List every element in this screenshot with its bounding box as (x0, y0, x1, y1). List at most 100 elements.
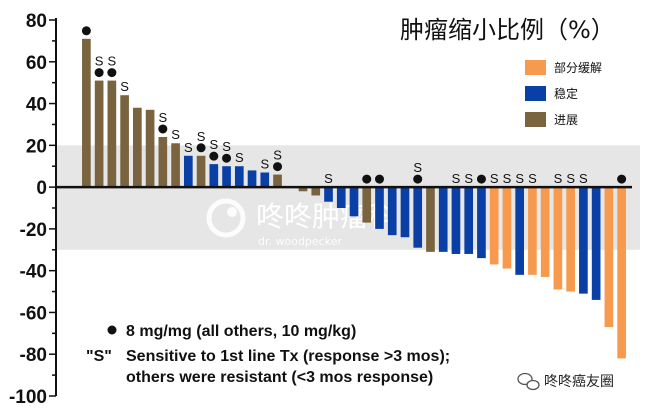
s-marker: S (452, 171, 461, 186)
note-s-line2: others were resistant (<3 mos response) (126, 369, 433, 386)
y-tick-label: 40 (26, 95, 47, 116)
bar (528, 187, 537, 275)
bar (336, 187, 346, 208)
y-tick-label: -100 (9, 387, 47, 408)
bar (234, 166, 244, 188)
s-marker: S (120, 79, 129, 94)
s-marker: S (197, 129, 206, 144)
s-marker: S (515, 171, 524, 186)
bar (107, 80, 117, 188)
bar (566, 187, 575, 292)
s-marker: S (324, 171, 333, 186)
bar (247, 170, 257, 188)
chart-title: 肿瘤缩小比例（%） (400, 16, 615, 44)
bar (349, 187, 359, 217)
reference-band (56, 145, 640, 250)
s-marker: S (222, 139, 231, 154)
dose-dot (81, 26, 91, 36)
bar (387, 187, 397, 236)
dose-dot (413, 174, 423, 184)
s-marker: S (235, 150, 244, 165)
watermark-logo-icon (206, 198, 246, 238)
s-marker: S (413, 160, 422, 175)
bar (400, 187, 410, 238)
s-marker: S (171, 127, 180, 142)
s-marker: S (273, 148, 282, 163)
bar (489, 187, 499, 265)
s-marker: S (159, 110, 168, 125)
dose-dot (374, 174, 384, 184)
reference-band-layer (56, 145, 640, 250)
bar (311, 187, 321, 196)
bar (591, 187, 601, 300)
note-s-line1: Sensitive to 1st line Tx (response >3 mo… (126, 348, 450, 365)
y-tick-label: -20 (20, 220, 47, 241)
bar (604, 187, 614, 328)
dose-dot (158, 124, 168, 134)
legend-label: 进展 (554, 113, 578, 127)
s-marker: S (554, 171, 563, 186)
bar (579, 187, 588, 294)
bar (375, 187, 384, 229)
dose-dot (209, 151, 219, 161)
dose-dot (273, 162, 283, 172)
notes: 8 mg/mg (all others, 10 mg/kg) "S" Sensi… (86, 323, 450, 386)
bar (540, 187, 550, 277)
bar (120, 95, 129, 188)
bar (324, 187, 333, 202)
legend-label: 稳定 (554, 86, 578, 101)
bar (464, 187, 474, 254)
s-marker: S (503, 171, 512, 186)
dose-dot (196, 143, 206, 153)
bar (553, 187, 563, 290)
bar (426, 187, 435, 252)
watermark: 咚咚肿瘤科 dr. woodpecker (206, 198, 396, 248)
y-tick-label: -80 (20, 345, 47, 366)
bar (222, 166, 231, 188)
note-s-key: "S" (86, 348, 112, 365)
y-tick-label: 0 (36, 178, 47, 199)
wechat-icon (517, 372, 540, 391)
s-marker: S (579, 171, 588, 186)
bar (183, 155, 193, 188)
bar (82, 38, 91, 188)
y-tick-label: 60 (26, 53, 47, 74)
bar (171, 143, 180, 188)
bar (209, 164, 219, 188)
bar (260, 172, 270, 188)
dose-dot (617, 174, 627, 184)
source-credit: 咚咚癌友圈 (517, 372, 614, 391)
bar (145, 109, 155, 188)
s-marker: S (566, 171, 575, 186)
dose-dot (94, 68, 104, 78)
y-tick-label: -60 (20, 303, 47, 324)
dose-dot (476, 174, 486, 184)
y-tick-label: -40 (20, 262, 47, 283)
y-axis: 80 60 40 20 0 -20 -40 -60 -80 -100 (9, 11, 632, 408)
dose-dot (222, 153, 232, 163)
note-dot: 8 mg/mg (all others, 10 mg/kg) (126, 323, 356, 340)
bar (133, 107, 142, 188)
bar (196, 155, 206, 188)
dose-dot (107, 68, 117, 78)
bar (273, 174, 282, 188)
legend-swatch (525, 60, 546, 75)
s-marker: S (108, 54, 117, 69)
y-tick-label: 80 (26, 11, 47, 32)
bar (515, 187, 525, 275)
bar (617, 187, 626, 359)
s-marker: S (490, 171, 499, 186)
bar (413, 187, 423, 248)
bar (362, 187, 372, 223)
source-label: 咚咚癌友圈 (544, 374, 614, 390)
bar (158, 136, 168, 188)
bar (477, 187, 486, 259)
bar (502, 187, 512, 269)
legend-swatch (525, 86, 546, 101)
bars-layer (82, 38, 626, 359)
bar (451, 187, 461, 254)
